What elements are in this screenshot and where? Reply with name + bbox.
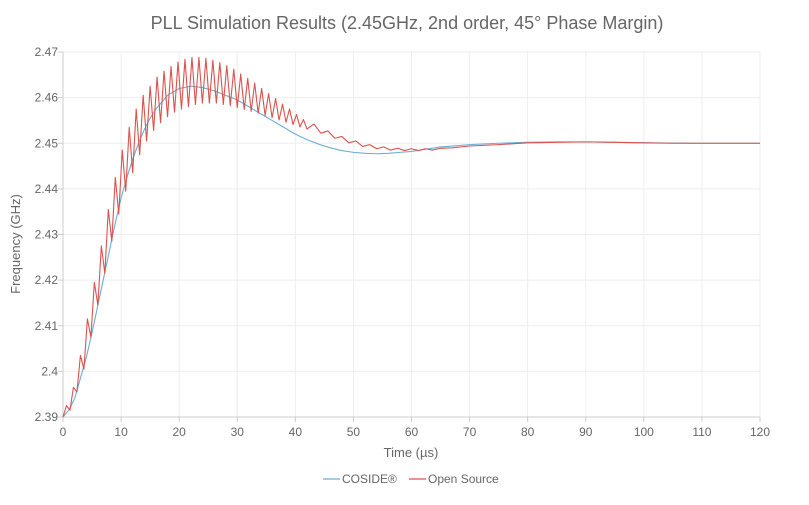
y-tick-label: 2.46: [35, 91, 59, 105]
x-tick-label: 70: [463, 425, 477, 439]
legend-item-0[interactable]: COSIDE®: [323, 472, 397, 486]
legend-label: Open Source: [428, 472, 499, 486]
legend[interactable]: COSIDE® Open Source: [323, 472, 499, 486]
y-tick-label: 2.44: [35, 182, 59, 196]
y-tick-label: 2.43: [35, 228, 59, 242]
x-tick-label: 80: [521, 425, 535, 439]
x-tick-label: 40: [289, 425, 303, 439]
axes: [58, 51, 761, 422]
grid: [62, 51, 761, 418]
x-tick-label: 90: [579, 425, 593, 439]
y-tick-label: 2.47: [35, 45, 59, 59]
series-line-0: [62, 85, 760, 418]
tick-labels: 0 10 20 30 40 50 60 70 80 90 100 110 120 2.39 2.4 2.41 2…: [35, 45, 771, 439]
x-tick-label: 10: [114, 425, 128, 439]
y-tick-label: 2.41: [35, 319, 59, 333]
x-tick-label: 50: [347, 425, 361, 439]
x-tick-label: 60: [405, 425, 419, 439]
legend-label: COSIDE®: [342, 472, 397, 486]
x-tick-label: 100: [634, 425, 654, 439]
y-axis-title: Frequency (GHz): [8, 194, 23, 294]
x-tick-label: 110: [692, 425, 711, 439]
x-tick-label: 20: [172, 425, 186, 439]
y-tick-label: 2.42: [35, 273, 59, 287]
y-tick-label: 2.39: [35, 410, 59, 424]
y-tick-label: 2.45: [35, 136, 59, 150]
legend-item-1[interactable]: Open Source: [409, 472, 499, 486]
x-axis-title: Time (µs): [384, 445, 439, 460]
chart-title: PLL Simulation Results (2.45GHz, 2nd ord…: [151, 13, 664, 33]
x-tick-label: 0: [60, 425, 67, 439]
x-tick-label: 30: [231, 425, 245, 439]
series-group: [62, 56, 760, 418]
y-tick-label: 2.4: [41, 364, 58, 378]
series-line-1: [62, 56, 760, 418]
x-tick-label: 120: [750, 425, 770, 439]
